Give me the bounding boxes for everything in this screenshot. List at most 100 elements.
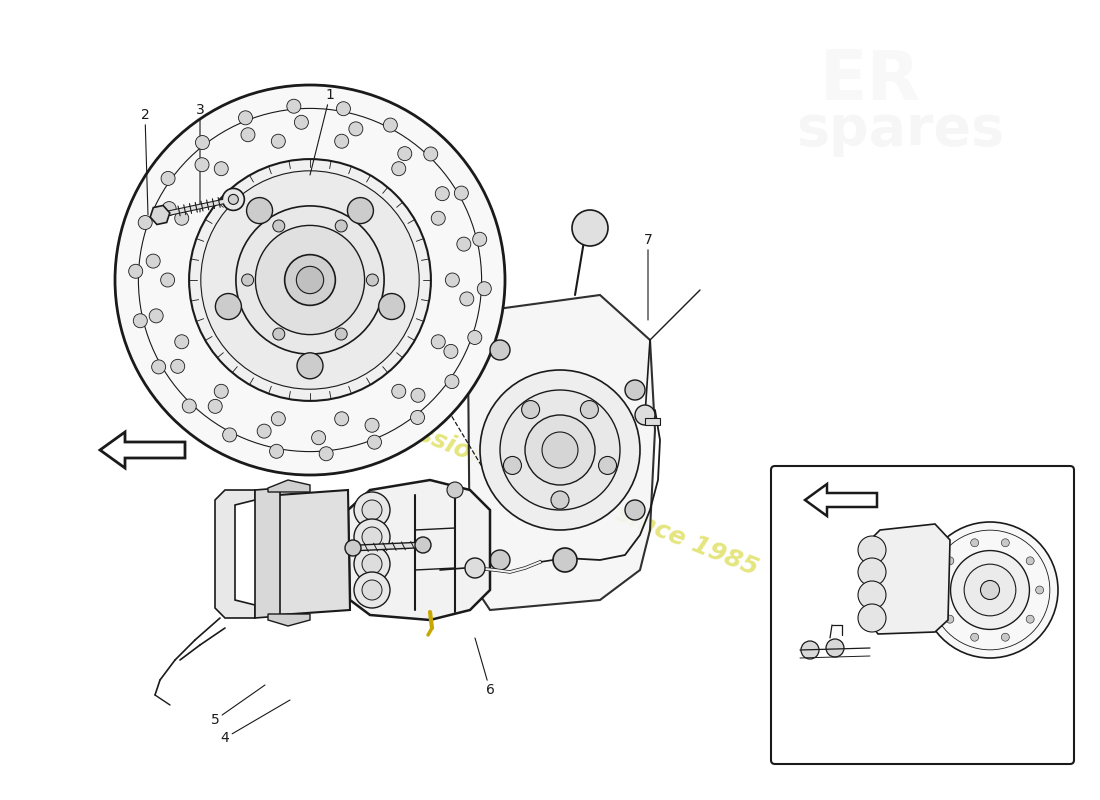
Polygon shape [255,488,280,618]
Circle shape [222,189,244,210]
Text: 9: 9 [316,555,355,605]
Circle shape [216,294,241,319]
Circle shape [521,401,540,418]
Circle shape [922,522,1058,658]
Text: ER: ER [820,46,921,114]
Polygon shape [805,484,877,516]
Circle shape [246,198,273,223]
Text: spares: spares [796,103,1004,157]
Circle shape [444,374,459,389]
Text: 1: 1 [310,88,334,175]
Circle shape [980,581,1000,599]
Circle shape [348,198,373,223]
Circle shape [241,128,255,142]
Polygon shape [645,418,660,425]
Circle shape [345,540,361,556]
Circle shape [208,399,222,414]
Polygon shape [268,614,310,626]
Circle shape [378,294,405,319]
Circle shape [354,572,390,608]
Polygon shape [214,490,255,618]
Circle shape [255,226,364,334]
Circle shape [229,194,239,205]
Text: 7: 7 [644,233,652,320]
Circle shape [214,162,228,176]
Circle shape [146,254,161,268]
Circle shape [362,527,382,547]
Circle shape [161,273,175,287]
Circle shape [410,410,425,425]
Circle shape [625,380,645,400]
Circle shape [460,292,474,306]
Circle shape [222,428,236,442]
Circle shape [444,345,458,358]
Circle shape [311,430,326,445]
Circle shape [257,424,271,438]
Circle shape [319,446,333,461]
Circle shape [362,580,382,600]
Circle shape [1001,634,1010,642]
Circle shape [161,171,175,186]
Circle shape [270,444,284,458]
Circle shape [150,309,163,323]
Circle shape [542,432,578,468]
Circle shape [362,554,382,574]
Text: a passion for parts since 1985: a passion for parts since 1985 [359,399,762,581]
Polygon shape [151,206,169,225]
Circle shape [116,85,505,475]
Circle shape [285,254,336,306]
Circle shape [287,99,300,114]
Circle shape [273,220,285,232]
Text: 2: 2 [141,108,150,215]
Circle shape [468,330,482,345]
Circle shape [424,147,438,161]
Circle shape [170,359,185,374]
Circle shape [446,273,460,287]
Circle shape [162,202,176,215]
Circle shape [1035,586,1044,594]
Circle shape [581,401,598,418]
Circle shape [456,237,471,251]
Circle shape [970,634,979,642]
Circle shape [801,641,820,659]
Circle shape [334,412,349,426]
Circle shape [950,550,1030,630]
Circle shape [392,384,406,398]
Circle shape [946,615,954,623]
Circle shape [242,274,254,286]
Circle shape [398,146,411,161]
Circle shape [139,215,152,230]
Circle shape [965,564,1015,616]
Circle shape [572,210,608,246]
Circle shape [1026,557,1034,565]
Circle shape [553,548,578,572]
Circle shape [175,334,189,349]
Circle shape [504,457,521,474]
Circle shape [354,546,390,582]
Circle shape [490,340,510,360]
Circle shape [480,370,640,530]
Circle shape [272,412,285,426]
Text: 5: 5 [210,685,265,727]
Circle shape [1026,615,1034,623]
Circle shape [273,328,285,340]
Circle shape [392,162,406,176]
Circle shape [337,102,351,116]
Circle shape [133,314,147,328]
FancyBboxPatch shape [771,466,1074,764]
Polygon shape [100,432,185,468]
Circle shape [1001,538,1010,546]
Text: 3: 3 [196,103,205,212]
Circle shape [354,519,390,555]
Circle shape [500,390,620,510]
Circle shape [183,399,196,413]
Circle shape [235,206,384,354]
Circle shape [415,537,431,553]
Circle shape [473,232,486,246]
Circle shape [477,282,492,296]
Circle shape [201,170,419,390]
Polygon shape [468,295,654,610]
Circle shape [383,118,397,132]
Circle shape [349,122,363,136]
Circle shape [214,384,228,398]
